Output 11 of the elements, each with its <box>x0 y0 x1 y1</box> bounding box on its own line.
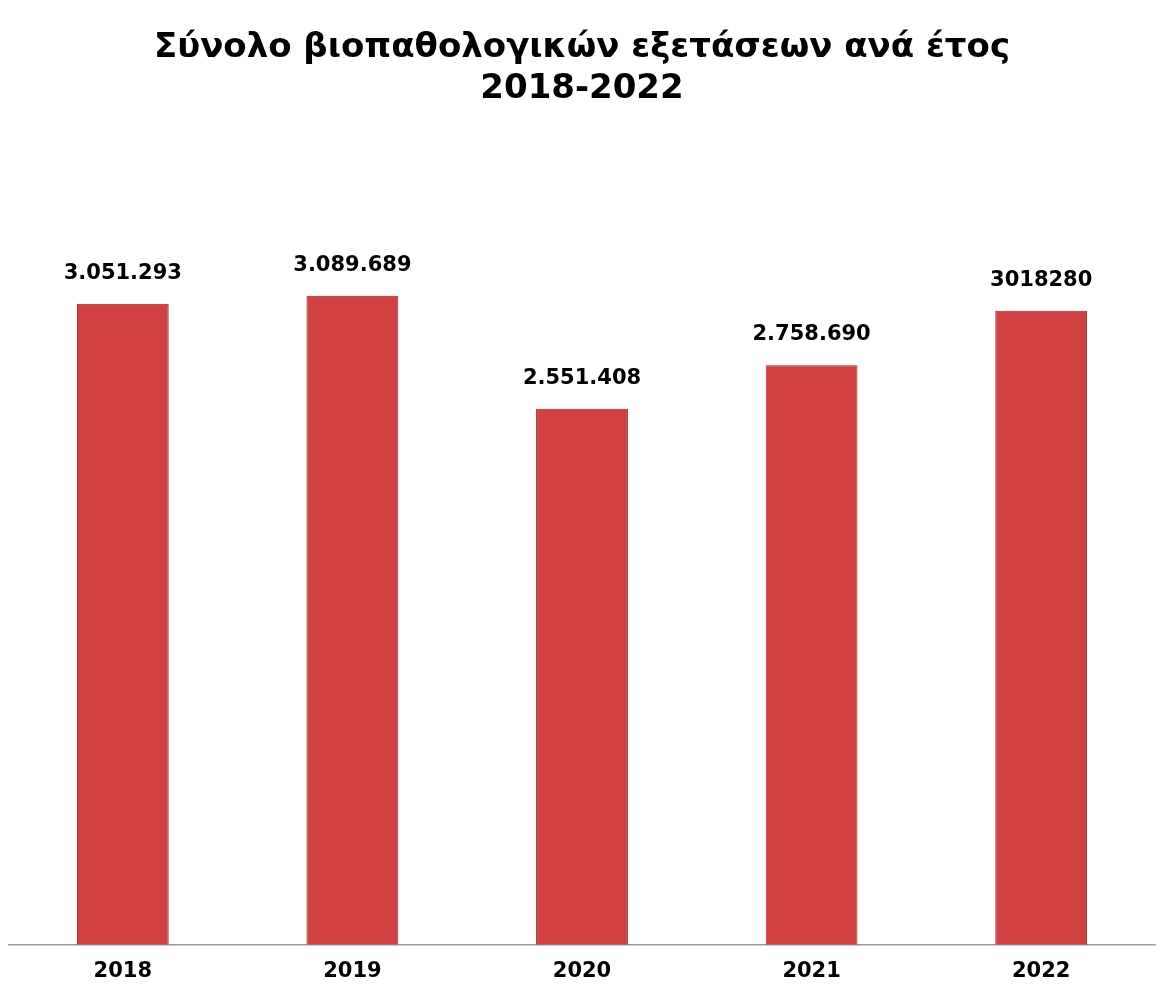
x-tick-label: 2018 <box>93 957 153 982</box>
data-label: 3018280 <box>990 266 1093 291</box>
chart-title: Σύνολο βιοπαθολογικών εξετάσεων ανά έτος 2018-2022 <box>153 25 1011 107</box>
x-tick-label: 2019 <box>323 957 382 982</box>
data-label: 3.089.689 <box>293 251 412 276</box>
x-tick-label: 2021 <box>782 957 841 982</box>
x-tick-label: 2022 <box>1011 957 1071 982</box>
data-label: 2.758.690 <box>752 321 871 346</box>
data-label: 3.051.293 <box>63 259 182 284</box>
x-tick-label: 2020 <box>552 957 612 982</box>
data-label: 2.551.408 <box>522 364 642 389</box>
